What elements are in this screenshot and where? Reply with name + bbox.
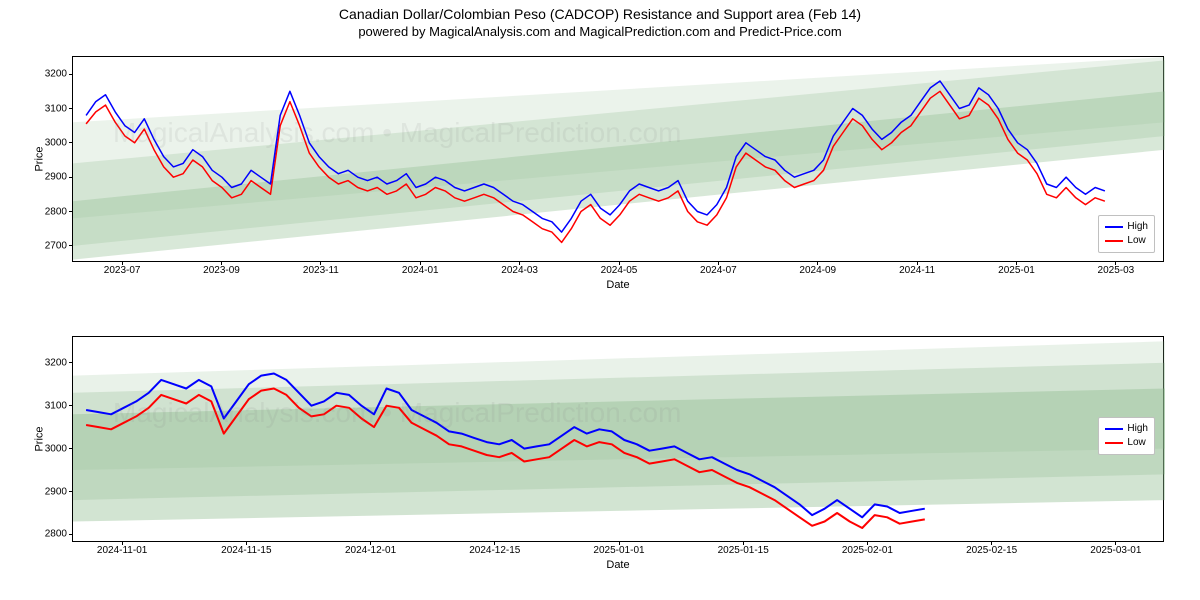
ytick-label: 2800: [45, 529, 73, 540]
top-plot-svg: [73, 57, 1163, 261]
ytick-label: 3100: [45, 400, 73, 411]
legend-swatch: [1105, 226, 1123, 228]
xtick-label: 2024-11: [899, 261, 935, 276]
bottom-plot-svg: [73, 337, 1163, 541]
xtick-label: 2024-09: [799, 261, 836, 276]
xtick-label: 2024-12-01: [345, 541, 396, 556]
xtick-label: 2024-12-15: [469, 541, 520, 556]
xtick-label: 2025-01: [998, 261, 1035, 276]
ytick-label: 2900: [45, 172, 73, 183]
ytick-label: 2900: [45, 486, 73, 497]
top-ylabel: Price: [34, 146, 46, 171]
xtick-label: 2025-01-15: [718, 541, 769, 556]
legend-label: High: [1127, 220, 1148, 234]
xtick-label: 2025-03-01: [1090, 541, 1141, 556]
xtick-label: 2024-05: [601, 261, 638, 276]
bottom-ylabel: Price: [34, 426, 46, 451]
ytick-label: 2700: [45, 240, 73, 251]
chart-title: Canadian Dollar/Colombian Peso (CADCOP) …: [0, 0, 1200, 22]
legend-label: Low: [1127, 234, 1145, 248]
ytick-label: 3200: [45, 357, 73, 368]
legend-swatch: [1105, 442, 1123, 444]
xtick-label: 2025-02-15: [966, 541, 1017, 556]
xtick-label: 2024-07: [700, 261, 737, 276]
top-legend: HighLow: [1098, 215, 1155, 253]
ytick-label: 3100: [45, 103, 73, 114]
xtick-label: 2025-02-01: [842, 541, 893, 556]
legend-item: High: [1105, 220, 1148, 234]
ytick-label: 3200: [45, 69, 73, 80]
legend-swatch: [1105, 428, 1123, 430]
xtick-label: 2025-03: [1098, 261, 1135, 276]
xtick-label: 2024-01: [402, 261, 439, 276]
chart-subtitle: powered by MagicalAnalysis.com and Magic…: [0, 22, 1200, 43]
bottom-panel: Price Date HighLow MagicalAnalysis.com •…: [72, 336, 1164, 542]
xtick-label: 2025-01-01: [593, 541, 644, 556]
ytick-label: 3000: [45, 443, 73, 454]
xtick-label: 2023-09: [203, 261, 240, 276]
legend-item: Low: [1105, 234, 1148, 248]
xtick-label: 2024-03: [501, 261, 538, 276]
xtick-label: 2024-11-01: [97, 541, 147, 556]
legend-label: High: [1127, 422, 1148, 436]
legend-item: Low: [1105, 436, 1148, 450]
legend-label: Low: [1127, 436, 1145, 450]
xtick-label: 2023-07: [104, 261, 141, 276]
legend-swatch: [1105, 240, 1123, 242]
xtick-label: 2023-11: [303, 261, 339, 276]
ytick-label: 3000: [45, 137, 73, 148]
legend-item: High: [1105, 422, 1148, 436]
ytick-label: 2800: [45, 206, 73, 217]
top-panel: Price Date HighLow MagicalAnalysis.com •…: [72, 56, 1164, 262]
bottom-legend: HighLow: [1098, 417, 1155, 455]
xtick-label: 2024-11-15: [221, 541, 271, 556]
figure: Canadian Dollar/Colombian Peso (CADCOP) …: [0, 0, 1200, 600]
